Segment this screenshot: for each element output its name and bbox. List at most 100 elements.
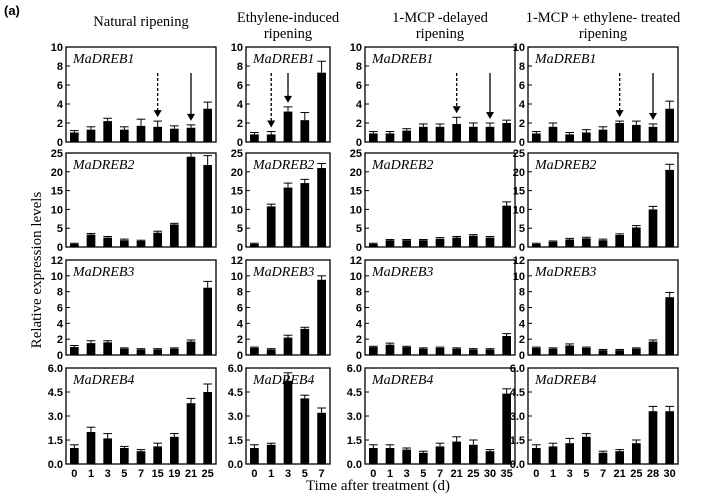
- panel-label: (a): [4, 3, 20, 18]
- bar-MaDREB4-7: [136, 451, 146, 464]
- y-tick-label: 0: [356, 350, 362, 362]
- bar-MaDREB3-7: [598, 350, 608, 355]
- y-tick-label: 10: [231, 42, 243, 54]
- y-tick-label: 0: [519, 350, 525, 362]
- gene-label: MaDREB2: [534, 158, 596, 173]
- y-tick-label: 2: [237, 334, 243, 346]
- y-tick-label: 2: [237, 118, 243, 130]
- bar-MaDREB1-7: [598, 129, 608, 142]
- x-tick-label: 28: [647, 468, 659, 480]
- bar-MaDREB1-7: [136, 125, 146, 142]
- y-axis-title: Relative expression levels: [29, 192, 45, 349]
- bar-MaDREB4-1: [548, 446, 558, 464]
- y-tick-label: 20: [513, 167, 525, 179]
- y-tick-label: 20: [350, 167, 362, 179]
- panel-MaDREB4-col-1: 0.0 1.5 3.0 4.5 6.0 0 1 3 5 7 15 19 21 25 MaDREB4: [48, 363, 217, 480]
- bar-MaDREB4-3: [565, 443, 574, 464]
- bar-MaDREB1-5: [300, 120, 310, 142]
- bar-MaDREB2-3: [103, 237, 112, 247]
- panel-MaDREB1-col-1: 0 2 4 6 8 10 MaDREB1: [51, 42, 217, 149]
- x-tick-label: 3: [285, 468, 291, 480]
- panel-MaDREB3-col-1: 0 2 4 6 8 10 12 MaDREB3: [51, 255, 217, 362]
- y-tick-label: 10: [350, 204, 362, 216]
- bar-MaDREB4-1: [266, 444, 276, 464]
- column-titles: Natural ripening Ethylene-inducedripening…: [93, 10, 681, 42]
- y-tick-label: 0: [57, 137, 63, 149]
- y-tick-label: 8: [356, 287, 362, 299]
- arrow-head: [267, 120, 276, 128]
- bar-MaDREB4-30: [485, 451, 495, 464]
- y-tick-label: 6: [519, 80, 525, 92]
- bar-MaDREB2-30: [665, 169, 674, 247]
- y-tick-label: 20: [51, 167, 63, 179]
- y-tick-label: 10: [513, 204, 525, 216]
- panel-MaDREB2-col-2: 0 5 10 15 20 25 MaDREB2: [231, 148, 331, 254]
- y-tick-label: 1.5: [228, 435, 243, 447]
- bar-MaDREB4-0: [70, 448, 79, 464]
- bar-MaDREB4-7: [598, 452, 608, 464]
- bar-MaDREB3-3: [283, 337, 293, 355]
- y-tick-label: 4: [356, 99, 363, 111]
- x-tick-label: 19: [168, 468, 180, 480]
- bar-MaDREB2-5: [582, 238, 591, 247]
- panel-grid: 0246810MaDREB10246810MaDREB10246810MaDRE…: [48, 42, 679, 480]
- bar-MaDREB1-28: [648, 126, 658, 142]
- x-tick-label: 0: [71, 468, 77, 480]
- arrow-head: [187, 113, 195, 121]
- bar-MaDREB4-5: [582, 436, 591, 464]
- y-tick-label: 8: [519, 287, 525, 299]
- bar-MaDREB3-0: [70, 347, 79, 355]
- bar-MaDREB1-3: [402, 130, 411, 142]
- arrow-head: [153, 110, 162, 118]
- x-tick-label: 21: [614, 468, 626, 480]
- bar-MaDREB3-19: [170, 348, 179, 355]
- bar-MaDREB1-5: [120, 129, 129, 142]
- y-tick-label: 8: [356, 61, 362, 73]
- y-tick-label: 0: [57, 242, 63, 254]
- y-tick-label: 10: [350, 42, 362, 54]
- x-tick-label: 25: [630, 468, 642, 480]
- y-tick-label: 8: [519, 61, 525, 73]
- bar-MaDREB2-7: [598, 240, 608, 247]
- bar-MaDREB2-30: [485, 237, 495, 247]
- y-tick-label: 0.0: [48, 459, 63, 471]
- bar-MaDREB3-30: [485, 349, 495, 355]
- y-tick-label: 8: [237, 61, 243, 73]
- arrow-head: [452, 106, 461, 114]
- bar-MaDREB4-3: [283, 380, 293, 464]
- bar-MaDREB4-25: [469, 444, 478, 464]
- bar-MaDREB3-1: [266, 349, 276, 355]
- bar-MaDREB1-25: [469, 126, 478, 142]
- x-tick-label: 5: [121, 468, 127, 480]
- y-tick-label: 10: [51, 204, 63, 216]
- gene-label: MaDREB3: [371, 265, 433, 280]
- bar-MaDREB4-21: [186, 403, 196, 464]
- x-tick-label: 0: [251, 468, 257, 480]
- y-tick-label: 12: [51, 255, 63, 267]
- bar-MaDREB2-5: [120, 240, 129, 247]
- x-tick-label: 7: [437, 468, 443, 480]
- y-tick-label: 3.0: [228, 411, 243, 423]
- x-tick-label: 7: [319, 468, 325, 480]
- bar-MaDREB3-5: [300, 328, 310, 355]
- arrow-head: [284, 95, 292, 103]
- bar-MaDREB1-35: [502, 123, 511, 142]
- bar-MaDREB1-21: [452, 123, 461, 142]
- gene-label: MaDREB1: [371, 52, 433, 67]
- x-tick-label: 7: [600, 468, 606, 480]
- gene-label: MaDREB3: [252, 265, 314, 280]
- x-tick-label: 30: [484, 468, 496, 480]
- bar-MaDREB4-21: [452, 441, 461, 464]
- bar-MaDREB4-3: [402, 449, 411, 464]
- x-tick-label: 3: [105, 468, 111, 480]
- y-tick-label: 4: [237, 318, 244, 330]
- y-tick-label: 6.0: [347, 363, 362, 375]
- y-tick-label: 0.0: [347, 459, 362, 471]
- x-tick-label: 0: [533, 468, 539, 480]
- bar-MaDREB1-5: [419, 126, 428, 142]
- y-tick-label: 4: [519, 99, 526, 111]
- bar-MaDREB4-3: [103, 438, 112, 464]
- y-tick-label: 10: [513, 271, 525, 283]
